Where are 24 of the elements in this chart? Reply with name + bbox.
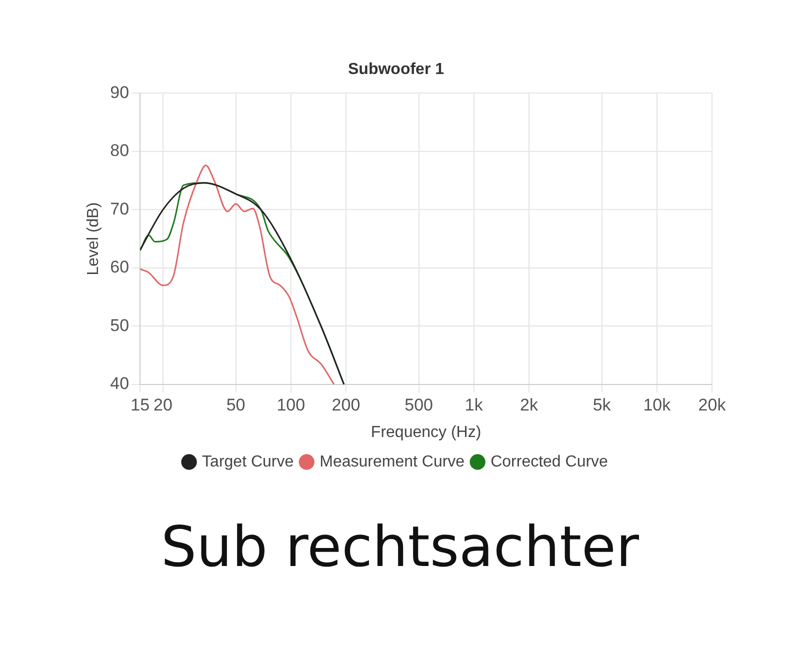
legend-label: Corrected Curve — [490, 453, 608, 470]
text: Sub rechtsachter — [160, 515, 640, 580]
x-tick-label: 50 — [226, 395, 246, 414]
x-tick-label: 100 — [276, 395, 306, 414]
x-tick-label: 20 — [154, 395, 172, 414]
chart-title: Subwoofer 1 — [348, 61, 444, 78]
x-tick-label: 2k — [520, 395, 538, 414]
legend-label: Measurement Curve — [320, 453, 465, 470]
x-tick-label: 20k — [698, 395, 726, 414]
x-tick-label: 15 — [130, 395, 150, 414]
y-axis-title: Level (dB) — [85, 202, 102, 276]
x-tick-label: 200 — [332, 395, 360, 414]
y-tick-label: 70 — [110, 199, 130, 218]
x-tick-label: 10k — [643, 395, 672, 414]
y-tick-label: 40 — [110, 374, 130, 394]
y-tick-label: 80 — [110, 141, 130, 160]
x-tick-label: 5k — [592, 395, 612, 414]
x-axis-title: Frequency (Hz) — [370, 424, 482, 441]
legend-label: Target Curve — [202, 453, 294, 470]
x-tick-label: 500 — [404, 395, 433, 414]
y-tick-label: 50 — [110, 316, 130, 335]
y-tick-label: 60 — [110, 258, 130, 277]
x-tick-label: 1k — [464, 395, 484, 414]
y-tick-label: 90 — [110, 82, 130, 102]
